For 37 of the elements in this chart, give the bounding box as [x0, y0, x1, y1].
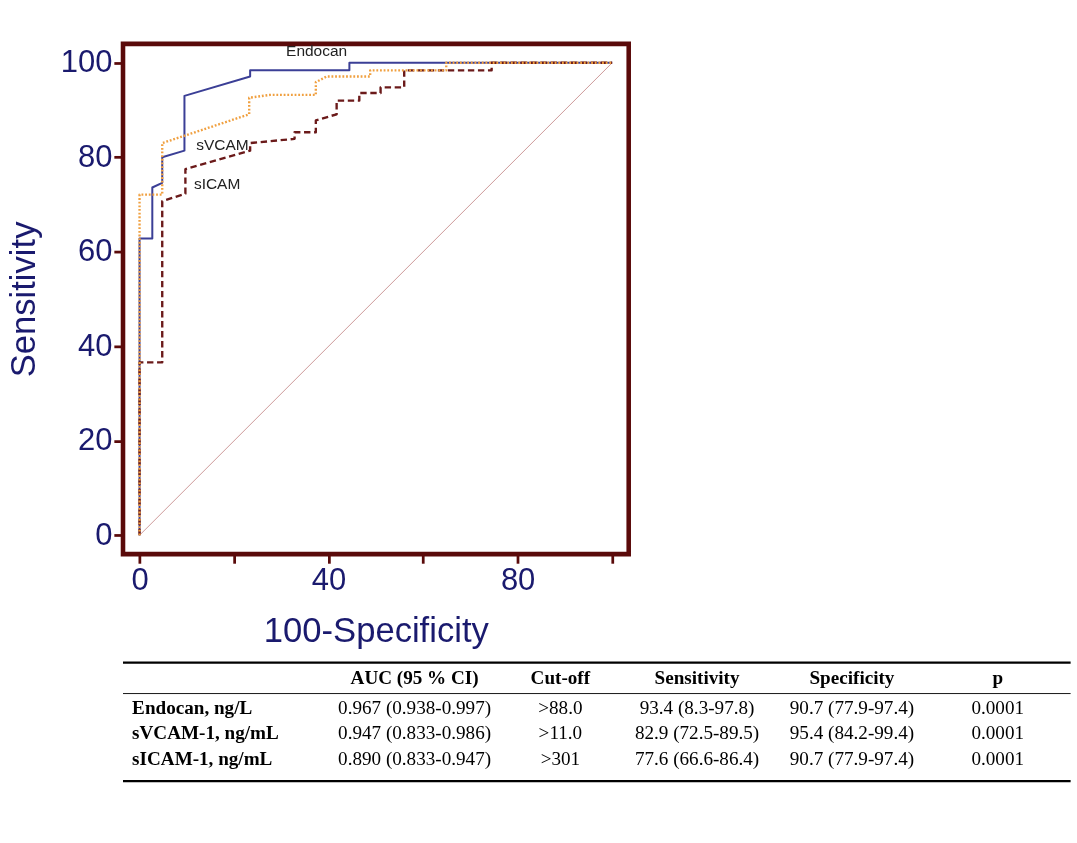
series-label: sICAM [193, 174, 241, 192]
y-tick-label: 80 [78, 138, 113, 174]
text: Cut-off [530, 667, 591, 689]
text: >301 [540, 747, 581, 769]
x-tick-label: 80 [500, 562, 536, 598]
series-label: sVCAM [196, 135, 249, 153]
text: sVCAM-1, ng/mL [132, 722, 279, 744]
text: 93.4 (8.3-97.8) [639, 696, 755, 719]
text: sICAM-1, ng/mL [132, 747, 273, 769]
text: >11.0 [538, 722, 583, 744]
x-tick-label: 40 [311, 562, 347, 598]
text: 0.0001 [971, 696, 1025, 718]
y-tick-label: 60 [78, 233, 113, 269]
x-axis-title: 100-Specificity [263, 611, 490, 650]
text: >88.0 [538, 696, 583, 718]
text: AUC (95 % CI) [350, 667, 479, 690]
text: 82.9 (72.5-89.5) [634, 722, 760, 745]
text: Sensitivity [654, 667, 740, 689]
y-axis-title: Sensitivity [4, 220, 43, 378]
text: p [992, 667, 1004, 689]
text: 0.890 (0.833-0.947) [338, 747, 492, 770]
text: 0.947 (0.833-0.986) [338, 722, 492, 745]
text: 90.7 (77.9-97.4) [789, 747, 915, 770]
text: 95.4 (84.2-99.4) [789, 722, 915, 745]
x-tick-label: 0 [131, 562, 149, 598]
y-tick-label: 20 [78, 422, 113, 458]
text: Endocan, ng/L [132, 696, 253, 718]
text: 90.7 (77.9-97.4) [789, 696, 915, 719]
series-label: Endocan [286, 42, 348, 60]
text: 0.967 (0.938-0.997) [338, 696, 492, 719]
text: 77.6 (66.6-86.4) [634, 747, 760, 770]
text: 0.0001 [971, 747, 1025, 769]
y-tick-label: 0 [95, 516, 113, 552]
text: Specificity [809, 667, 895, 689]
y-tick-label: 40 [78, 327, 113, 363]
text: 0.0001 [971, 722, 1025, 744]
y-tick-label: 100 [60, 44, 113, 80]
